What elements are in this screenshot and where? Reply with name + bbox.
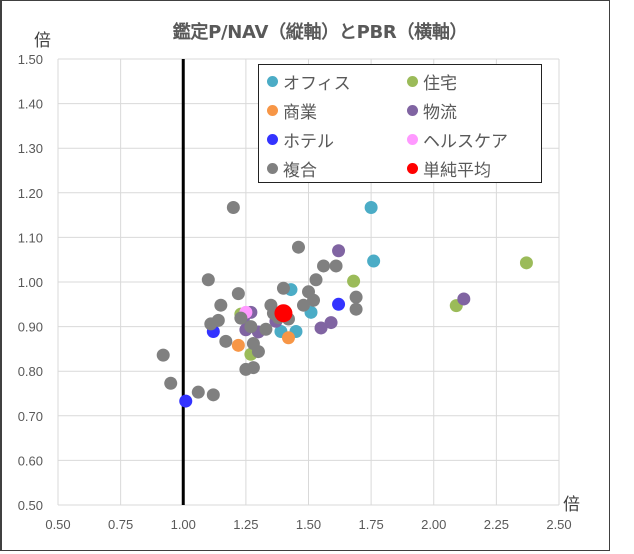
data-point — [246, 361, 260, 375]
data-point — [347, 274, 361, 288]
data-point — [364, 201, 378, 215]
data-point — [251, 345, 265, 359]
legend-item-logistics: 物流 — [407, 96, 547, 125]
x-axis-ticks: 0.50 0.75 1.00 1.25 1.50 1.75 2.00 2.25 2.50 — [45, 517, 571, 532]
residential-marker-icon — [407, 76, 418, 87]
legend-item-residential: 住宅 — [407, 67, 547, 96]
x-axis-unit: 倍 — [563, 495, 580, 515]
data-point — [291, 240, 305, 254]
x-tick-label: 1.75 — [358, 517, 383, 532]
y-tick-label: 0.60 — [18, 453, 43, 468]
data-point — [367, 254, 381, 268]
legend-item-diversified: 複合 — [267, 154, 407, 183]
data-point — [314, 321, 328, 335]
chart-title: 鑑定P/NAV（縦軸）とPBR（横軸） — [172, 22, 468, 43]
healthcare-marker-icon — [407, 134, 418, 145]
y-axis-unit: 倍 — [34, 31, 51, 51]
retail-marker-icon — [267, 105, 278, 116]
data-point — [234, 311, 248, 325]
y-tick-label: 1.30 — [18, 141, 43, 156]
x-tick-label: 1.00 — [171, 517, 196, 532]
data-point — [349, 290, 363, 304]
data-point — [204, 317, 218, 331]
data-point — [214, 298, 228, 312]
x-tick-label: 0.50 — [45, 517, 70, 532]
data-point — [332, 297, 346, 311]
legend: オフィス 住宅 商業 物流 ホテル ヘルスケア 複合 単純平均 — [258, 64, 542, 183]
data-point — [317, 259, 331, 273]
legend-item-office: オフィス — [267, 67, 407, 96]
data-point — [164, 376, 178, 390]
y-tick-label: 0.80 — [18, 364, 43, 379]
y-tick-label: 1.10 — [18, 230, 43, 245]
legend-item-healthcare: ヘルスケア — [407, 125, 547, 154]
data-point — [349, 302, 363, 316]
data-point — [206, 388, 220, 402]
data-point — [231, 338, 245, 352]
data-point — [231, 287, 245, 301]
x-tick-label: 0.75 — [108, 517, 133, 532]
data-point — [307, 293, 321, 307]
data-point — [309, 273, 323, 287]
x-tick-label: 2.50 — [546, 517, 571, 532]
hotel-marker-icon — [267, 134, 278, 145]
legend-item-hotel: ホテル — [267, 125, 407, 154]
data-point — [324, 316, 338, 330]
data-point — [179, 394, 193, 408]
x-tick-label: 2.25 — [484, 517, 509, 532]
data-point — [156, 348, 170, 362]
data-point — [191, 385, 205, 399]
data-point — [226, 201, 240, 215]
data-point — [201, 273, 215, 287]
average-marker-icon — [407, 163, 418, 174]
data-point — [329, 259, 343, 273]
data-point — [457, 292, 471, 306]
y-tick-label: 0.70 — [18, 409, 43, 424]
y-axis-ticks: 1.50 1.40 1.30 1.20 1.10 1.00 0.90 0.80 0.70 0.60… — [18, 52, 43, 513]
x-tick-label: 2.00 — [421, 517, 446, 532]
data-point — [332, 244, 346, 258]
office-marker-icon — [267, 76, 278, 87]
x-tick-label: 1.25 — [233, 517, 258, 532]
data-point — [274, 304, 293, 323]
diversified-marker-icon — [267, 163, 278, 174]
data-points — [156, 201, 533, 408]
x-tick-label: 1.50 — [296, 517, 321, 532]
data-point — [259, 322, 273, 336]
logistics-marker-icon — [407, 105, 418, 116]
y-tick-label: 0.90 — [18, 320, 43, 335]
data-point — [276, 281, 290, 295]
legend-item-retail: 商業 — [267, 96, 407, 125]
data-point — [219, 334, 233, 348]
legend-item-simple-average: 単純平均 — [407, 154, 547, 183]
y-tick-label: 1.20 — [18, 186, 43, 201]
data-point — [519, 256, 533, 270]
y-tick-label: 1.40 — [18, 97, 43, 112]
y-tick-label: 1.50 — [18, 52, 43, 67]
data-point — [244, 320, 258, 334]
data-point — [281, 331, 295, 345]
data-point — [296, 298, 310, 312]
y-tick-label: 1.00 — [18, 275, 43, 290]
y-tick-label: 0.50 — [18, 498, 43, 513]
